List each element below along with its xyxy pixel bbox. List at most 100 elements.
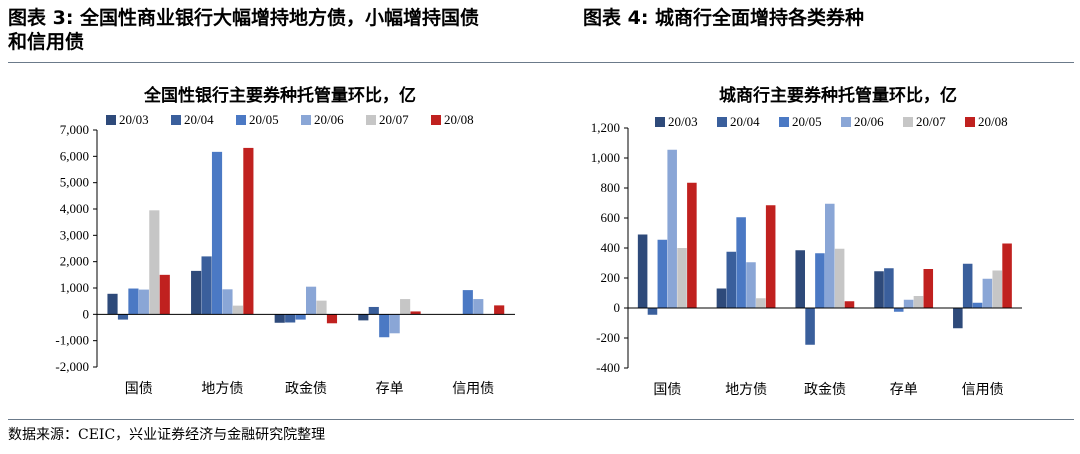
bar bbox=[149, 210, 160, 315]
bar bbox=[410, 311, 421, 315]
bar bbox=[736, 217, 746, 308]
y-tick-label: -200 bbox=[596, 330, 620, 345]
legend-label: 20/08 bbox=[444, 112, 474, 127]
y-tick-label: 400 bbox=[601, 240, 621, 255]
legend-swatch bbox=[965, 117, 975, 127]
bar bbox=[667, 149, 677, 308]
y-tick-label: 4,000 bbox=[60, 201, 89, 216]
bar bbox=[117, 314, 129, 320]
category-label: 政金债 bbox=[285, 381, 327, 397]
bar bbox=[825, 203, 835, 308]
bar bbox=[893, 308, 904, 312]
category-label: 信用债 bbox=[452, 381, 494, 397]
bar bbox=[726, 251, 737, 308]
bar bbox=[326, 314, 338, 324]
category-label: 存单 bbox=[890, 382, 918, 398]
y-tick-label: 1,200 bbox=[591, 120, 620, 135]
bar bbox=[138, 289, 149, 315]
top-divider bbox=[8, 62, 1074, 63]
y-tick-label: 200 bbox=[601, 270, 621, 285]
legend-label: 20/03 bbox=[119, 112, 149, 127]
bar bbox=[805, 308, 815, 345]
legend-swatch bbox=[655, 117, 665, 127]
bar bbox=[844, 301, 855, 308]
y-tick-label: 0 bbox=[614, 300, 621, 315]
bar bbox=[191, 270, 202, 315]
legend-swatch bbox=[301, 115, 311, 125]
legend-swatch bbox=[903, 117, 913, 127]
bar bbox=[982, 278, 993, 308]
legend-swatch bbox=[431, 115, 441, 125]
bar bbox=[232, 305, 243, 315]
legend-label: 20/07 bbox=[916, 114, 946, 129]
y-tick-label: -1,000 bbox=[55, 333, 89, 348]
y-tick-label: -2,000 bbox=[55, 359, 89, 374]
bar bbox=[462, 290, 473, 315]
legend-swatch bbox=[236, 115, 246, 125]
y-tick-label: 5,000 bbox=[60, 175, 89, 190]
legend-label: 20/04 bbox=[730, 114, 760, 129]
y-tick-label: 2,000 bbox=[60, 254, 89, 269]
y-tick-label: -400 bbox=[596, 360, 620, 375]
bar bbox=[473, 299, 484, 315]
bar bbox=[243, 147, 254, 315]
legend-swatch bbox=[841, 117, 851, 127]
bar bbox=[1002, 243, 1012, 308]
bar bbox=[285, 314, 296, 323]
category-label: 国债 bbox=[653, 382, 681, 398]
city-commercial-banks-chart: 城商行主要券种托管量环比，亿 20/03 20/04 20/05 20/06 20/07 2… bbox=[591, 85, 1022, 398]
bar bbox=[211, 151, 223, 315]
legend-label: 20/06 bbox=[314, 112, 344, 127]
bar bbox=[379, 314, 390, 338]
bar bbox=[795, 250, 805, 308]
figure-3-title: 图表 3: 全国性商业银行大幅增持地方债，小幅增持国债 和信用债 bbox=[8, 6, 568, 54]
legend-label: 20/08 bbox=[978, 114, 1008, 129]
category-label: 国债 bbox=[125, 381, 153, 397]
bar bbox=[400, 299, 411, 315]
bar bbox=[953, 308, 963, 329]
bar bbox=[494, 305, 505, 315]
bar bbox=[992, 270, 1002, 308]
bar bbox=[159, 274, 170, 315]
y-tick-label: 6,000 bbox=[60, 148, 89, 163]
figure-3-title-line-2: 和信用债 bbox=[8, 31, 85, 53]
y-tick-label: 1,000 bbox=[60, 280, 89, 295]
y-tick-label: 3,000 bbox=[60, 227, 89, 242]
bar bbox=[647, 308, 658, 315]
legend-swatch bbox=[717, 117, 727, 127]
y-tick-label: 800 bbox=[601, 180, 621, 195]
bar bbox=[756, 298, 766, 308]
legend-label: 20/03 bbox=[668, 114, 698, 129]
category-label: 地方债 bbox=[725, 382, 767, 398]
bar bbox=[657, 239, 668, 308]
figure-4-title: 图表 4: 城商行全面增持各类券种 bbox=[583, 7, 865, 29]
bar bbox=[222, 289, 233, 315]
bar bbox=[874, 271, 884, 308]
bar bbox=[913, 296, 924, 308]
bar bbox=[687, 182, 697, 308]
bar bbox=[368, 306, 379, 315]
category-label: 地方债 bbox=[201, 381, 243, 397]
bar bbox=[128, 288, 139, 315]
bottom-divider bbox=[8, 419, 1074, 420]
bar bbox=[389, 314, 400, 334]
figure-3-title-line-1: 图表 3: 全国性商业银行大幅增持地方债，小幅增持国债 bbox=[8, 7, 480, 29]
y-tick-label: 600 bbox=[601, 210, 621, 225]
bar bbox=[903, 299, 914, 308]
legend-label: 20/07 bbox=[379, 112, 409, 127]
bar bbox=[637, 234, 648, 308]
bar bbox=[834, 248, 845, 308]
bar bbox=[815, 253, 825, 308]
legend-label: 20/04 bbox=[184, 112, 214, 127]
y-tick-label: 1,000 bbox=[591, 150, 620, 165]
bar bbox=[358, 314, 369, 321]
data-source-note: 数据来源：CEIC，兴业证券经济与金融研究院整理 bbox=[8, 427, 326, 443]
bar bbox=[677, 248, 687, 308]
bar bbox=[923, 269, 934, 308]
y-tick-label: 0 bbox=[83, 306, 90, 321]
legend-label: 20/06 bbox=[854, 114, 884, 129]
legend-swatch bbox=[779, 117, 789, 127]
legend-swatch bbox=[171, 115, 181, 125]
bar bbox=[884, 268, 894, 308]
legend-label: 20/05 bbox=[249, 112, 279, 127]
